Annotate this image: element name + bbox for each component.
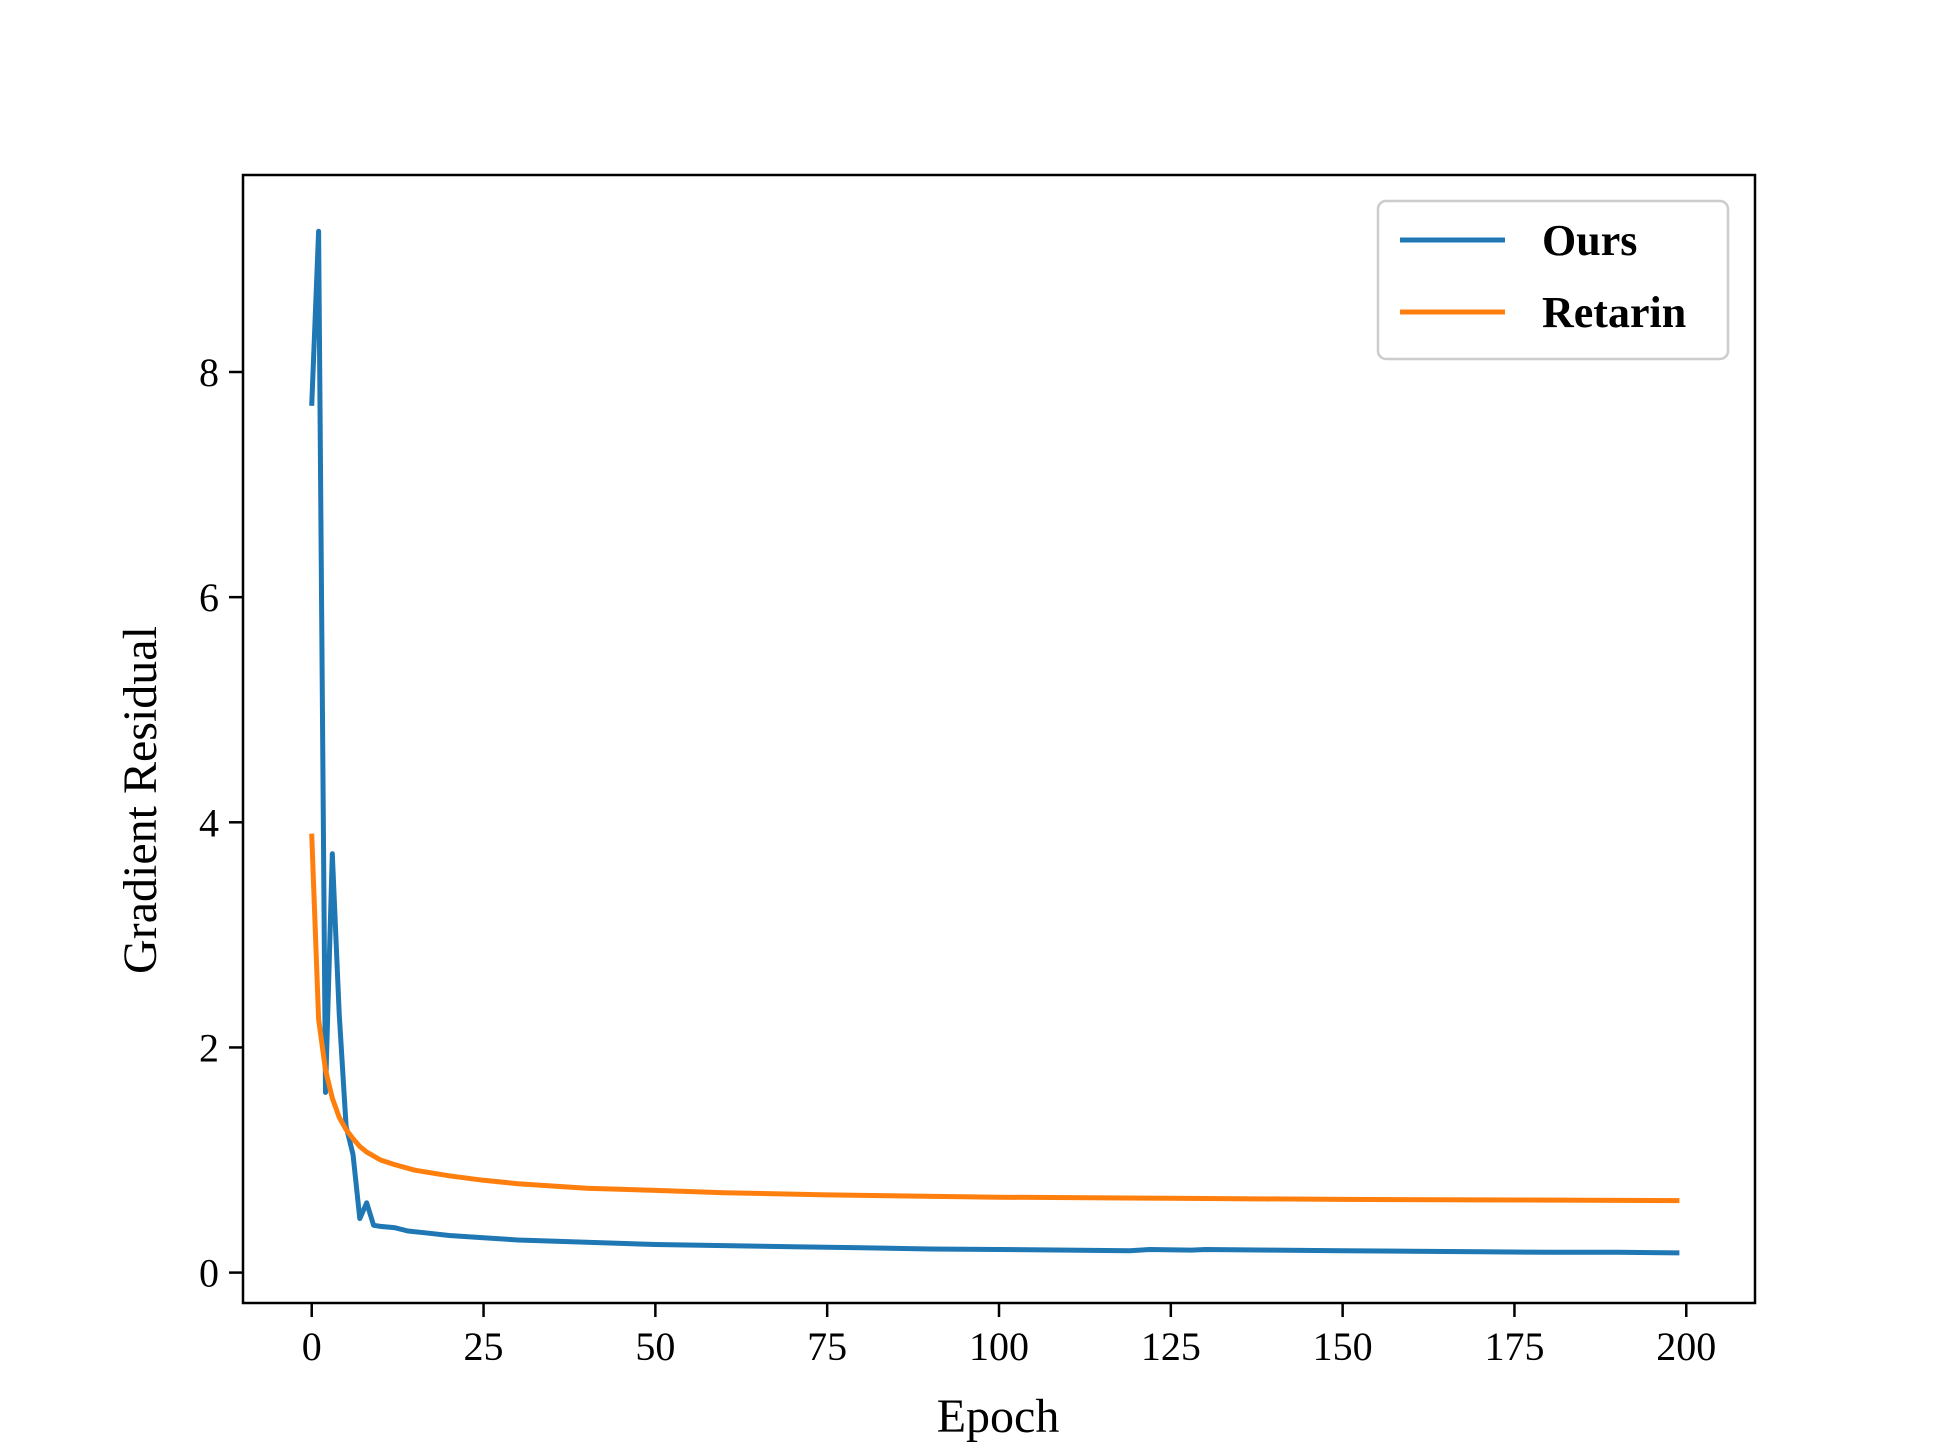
y-tick-label: 0	[199, 1251, 219, 1296]
x-tick-label: 50	[635, 1324, 675, 1369]
y-tick-label: 2	[199, 1025, 219, 1070]
y-tick-label: 4	[199, 800, 219, 845]
x-tick-label: 175	[1484, 1324, 1544, 1369]
y-axis-ticks: 0 2 4 6 8	[199, 350, 243, 1296]
legend: Ours Retarin	[1376, 199, 1730, 361]
x-tick-label: 0	[302, 1324, 322, 1369]
x-tick-label: 25	[464, 1324, 504, 1369]
x-tick-label: 200	[1656, 1324, 1716, 1369]
series-line-retarin	[309, 833, 1680, 1204]
legend-label-retarin: Retarin	[1542, 288, 1686, 337]
series-layer	[309, 228, 1680, 1256]
x-tick-label: 150	[1313, 1324, 1373, 1369]
x-tick-label: 125	[1141, 1324, 1201, 1369]
x-axis-label: Epoch	[937, 1390, 1060, 1443]
x-axis-ticks: 0 25 50 75 100 125 150 175 200	[302, 1303, 1716, 1369]
x-tick-label: 100	[969, 1324, 1029, 1369]
y-tick-label: 6	[199, 575, 219, 620]
y-axis-label: Gradient Residual	[114, 626, 167, 974]
y-tick-label: 8	[199, 350, 219, 395]
series-line-ours	[309, 228, 1680, 1256]
legend-label-ours: Ours	[1542, 216, 1637, 265]
x-tick-label: 75	[807, 1324, 847, 1369]
